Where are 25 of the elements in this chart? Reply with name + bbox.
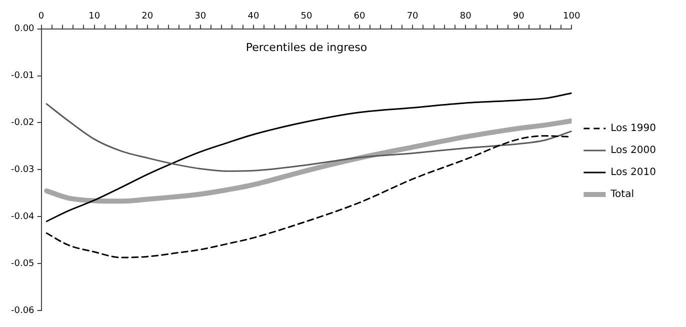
legend-label: Los 1990 (610, 123, 656, 134)
x-tick-label: 80 (460, 12, 472, 22)
y-tick-label: -0.03 (10, 165, 34, 176)
legend-label: Los 2010 (610, 167, 656, 178)
x-tick-label: 70 (406, 12, 419, 22)
x-tick-label: 0 (38, 12, 44, 22)
line-series (46, 92, 572, 222)
x-axis-title: Percentiles de ingreso (246, 41, 368, 54)
x-tick-label: 10 (88, 12, 100, 22)
y-tick-label: -0.06 (10, 306, 35, 316)
x-tick-label: 30 (194, 12, 206, 22)
y-tick-label: -0.01 (10, 71, 34, 82)
legend-label: Los 2000 (610, 145, 656, 156)
x-tick-label: 50 (300, 12, 312, 22)
y-tick-label: -0.05 (10, 258, 34, 269)
line-series (46, 103, 572, 172)
x-tick-label: 40 (248, 12, 260, 22)
y-tick-label: -0.02 (10, 118, 34, 128)
x-tick-label: 90 (512, 12, 525, 22)
y-tick-label: -0.04 (10, 212, 35, 222)
x-tick-label: 100 (563, 12, 581, 22)
x-tick-label: 20 (142, 12, 154, 22)
y-tick-label: 0.00 (14, 24, 35, 34)
x-tick-label: 60 (354, 12, 366, 22)
legend-label: Total (610, 189, 634, 200)
